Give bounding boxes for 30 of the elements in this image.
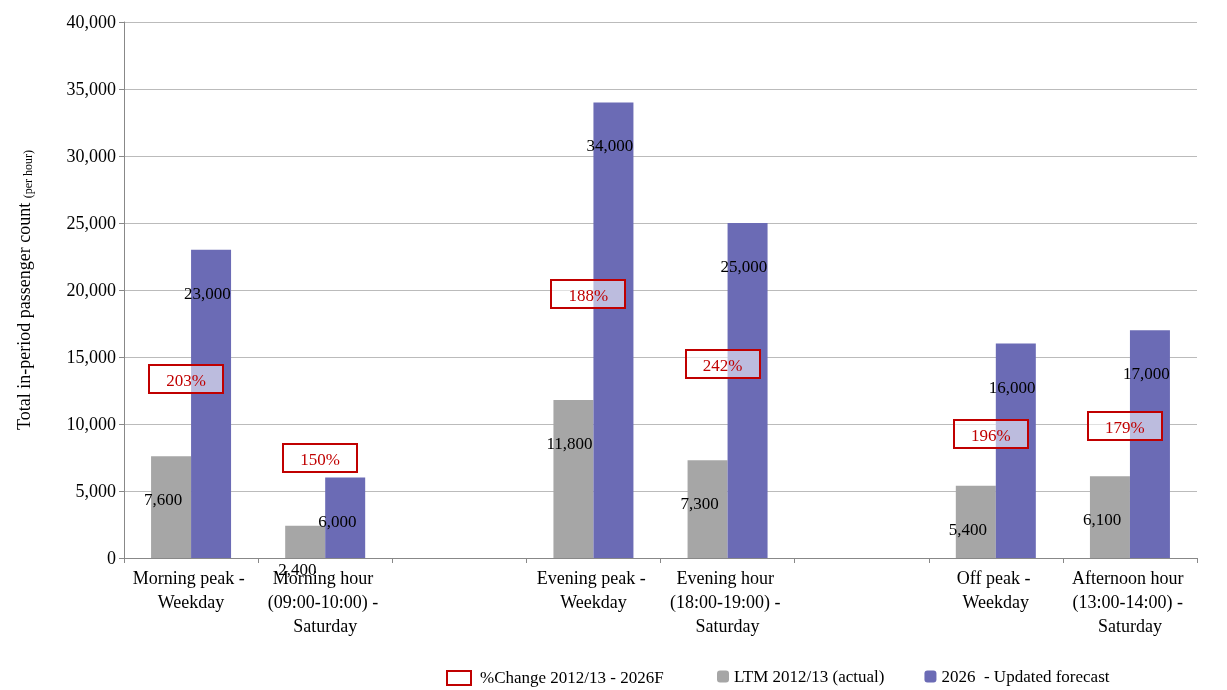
x-tick-label: Evening peak - Weekday [536,568,651,612]
y-tick-label: 25,000 [66,213,116,233]
x-tick-label: Evening hour (18:00-19:00) - Saturday [670,568,786,636]
x-tick-label: Morning peak - Weekday [132,568,250,612]
annotation: 150% [282,442,359,473]
x-tick-label: Afternoon hour (13:00-14:00) - Saturday [1071,568,1188,636]
y-tick-label: 35,000 [66,79,116,99]
y-tick-label: 30,000 [66,146,116,166]
y-axis-title: Total in-period passenger count (per hour) [14,150,35,430]
y-tick-label: 20,000 [66,280,116,300]
annotation: 242% [684,348,761,379]
annotation: 188% [550,278,627,309]
data-label: 6,100 [1082,510,1122,530]
data-label: 5,400 [948,519,988,539]
data-label: 23,000 [184,283,231,303]
data-label: 11,800 [546,433,593,453]
y-tick-label: 15,000 [66,347,116,367]
legend-label: 2026 - Updated forecast [941,667,1110,686]
y-tick-label: 40,000 [66,12,116,32]
annotation: 203% [148,364,225,395]
y-tick-label: 10,000 [66,414,116,434]
data-label: 7,600 [144,490,183,510]
legend-label: LTM 2012/13 (actual) [734,667,885,686]
x-tick-label: Off peak - Weekday [956,568,1035,612]
y-tick-label: 5,000 [75,481,116,501]
annotation: 196% [952,418,1029,449]
data-label: 7,300 [680,494,719,514]
text: %Change 2012/13 - 2026F [480,668,664,688]
y-tick-label: 0 [107,548,116,568]
annotation: 179% [1086,410,1163,441]
